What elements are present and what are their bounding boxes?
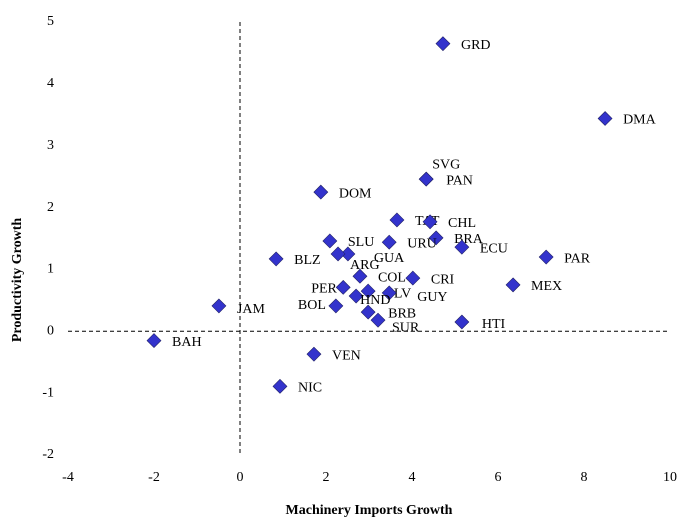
point-label: MEX	[531, 279, 562, 294]
point-label: DOM	[339, 186, 372, 201]
point-label: SLU	[348, 235, 374, 250]
point	[340, 246, 356, 262]
y-tick-label: 0	[47, 324, 54, 339]
point	[352, 268, 368, 284]
point	[211, 298, 227, 314]
x-tick-label: 0	[237, 470, 244, 485]
point-label: URU	[407, 236, 437, 251]
x-tick-label: 8	[581, 470, 588, 485]
y-tick-label: 5	[47, 14, 54, 29]
point	[389, 212, 405, 228]
y-axis-title: Productivity Growth	[10, 218, 25, 343]
point-label: PAN	[446, 173, 473, 188]
x-axis-title: Machinery Imports Growth	[286, 503, 453, 518]
y-tick-label: 2	[47, 200, 54, 215]
point-label: BRB	[388, 306, 416, 321]
point-label: HTI	[482, 317, 506, 332]
point	[335, 279, 351, 295]
x-tick-label: 2	[323, 470, 330, 485]
point	[360, 283, 376, 299]
point	[381, 285, 397, 301]
point-label: HND	[360, 293, 390, 308]
y-tick-label: 4	[47, 76, 54, 91]
point	[313, 184, 329, 200]
x-tick-label: -4	[62, 470, 74, 485]
x-tick-label: 10	[663, 470, 677, 485]
point	[328, 298, 344, 314]
y-tick-label: 1	[47, 262, 54, 277]
x-tick-label: 6	[495, 470, 502, 485]
point	[268, 251, 284, 267]
point	[422, 214, 438, 230]
point	[428, 230, 444, 246]
point-label: GUY	[417, 290, 447, 305]
point	[505, 277, 521, 293]
point-label: CHL	[448, 216, 476, 231]
point	[360, 304, 376, 320]
point-label: VEN	[332, 348, 361, 363]
point	[146, 333, 162, 348]
point-label: BLZ	[294, 253, 320, 268]
point	[322, 233, 338, 249]
point-label: BAH	[172, 335, 202, 350]
point-label: ARG	[350, 258, 380, 273]
point-label: JAM	[237, 302, 266, 317]
point-label: CRI	[431, 272, 455, 287]
point-label: BOL	[298, 298, 326, 313]
point-label: SUR	[392, 320, 420, 335]
point	[418, 171, 434, 187]
point	[435, 36, 451, 52]
y-tick-label: 3	[47, 138, 54, 153]
point-label: GUA	[374, 251, 405, 266]
point	[306, 346, 322, 362]
y-tick-label: -1	[42, 385, 54, 400]
point-label: GRD	[461, 38, 491, 53]
point	[405, 270, 421, 286]
point	[381, 234, 397, 250]
point	[330, 246, 346, 262]
point-label: ECU	[480, 241, 508, 256]
point-label: COL	[378, 270, 406, 285]
y-tick-label: -2	[42, 447, 54, 462]
point	[538, 249, 554, 265]
point-label: PER	[311, 282, 337, 297]
point	[348, 288, 364, 304]
point	[597, 111, 613, 126]
point	[370, 312, 386, 328]
point	[272, 378, 288, 394]
point	[454, 314, 470, 330]
point	[454, 239, 470, 255]
point-label: NIC	[298, 381, 322, 396]
point-label: PAR	[564, 251, 591, 266]
point-label: DMA	[623, 113, 657, 128]
x-tick-label: 4	[409, 470, 416, 485]
x-tick-label: -2	[148, 470, 160, 485]
point-label: SVG	[432, 157, 460, 172]
